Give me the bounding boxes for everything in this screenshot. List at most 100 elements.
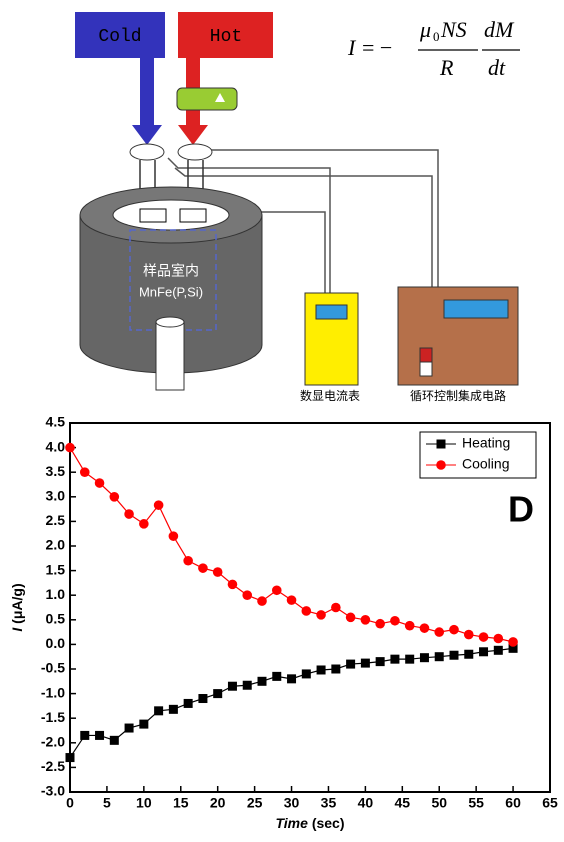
y-tick-label: -2.5: [41, 758, 65, 774]
x-axis-label-italic: Time: [275, 815, 308, 831]
marker: [479, 632, 489, 642]
marker: [198, 694, 207, 703]
marker: [376, 657, 385, 666]
marker: [66, 753, 75, 762]
y-tick-label: 3.5: [46, 463, 66, 479]
marker: [110, 736, 119, 745]
x-tick-label: 10: [136, 795, 152, 811]
x-tick-label: 50: [431, 795, 447, 811]
y-tick-label: 2.5: [46, 512, 66, 528]
x-tick-label: 60: [505, 795, 521, 811]
marker: [361, 615, 371, 625]
x-tick-label: 35: [321, 795, 337, 811]
y-tick-label: -2.0: [41, 734, 65, 750]
marker: [479, 647, 488, 656]
marker: [508, 637, 518, 647]
formula-dt: dt: [488, 55, 506, 80]
marker: [228, 682, 237, 691]
marker: [302, 606, 312, 616]
controller-switch: [420, 362, 432, 376]
x-tick-label: 40: [358, 795, 374, 811]
panel-label: D: [508, 489, 534, 530]
x-tick-label: 30: [284, 795, 300, 811]
cold-label: Cold: [98, 27, 141, 47]
legend-label: Heating: [462, 435, 510, 451]
meter-display: [316, 305, 347, 319]
marker: [434, 627, 444, 637]
hot-connector: [178, 144, 212, 160]
marker: [494, 646, 503, 655]
marker: [464, 630, 474, 640]
marker: [242, 590, 252, 600]
marker: [449, 625, 459, 635]
x-tick-label: 20: [210, 795, 226, 811]
marker: [198, 563, 208, 573]
marker: [450, 651, 459, 660]
formula-mu-sub: 0: [433, 29, 440, 44]
marker: [65, 443, 75, 453]
x-axis-label-unit: (sec): [312, 815, 345, 831]
marker: [346, 660, 355, 669]
diagram: Cold Hot I = − μ 0 NS R dM dt: [75, 12, 520, 403]
marker: [331, 603, 341, 613]
marker: [464, 650, 473, 659]
marker: [346, 613, 356, 623]
marker: [375, 619, 385, 629]
marker: [169, 705, 178, 714]
marker: [257, 596, 267, 606]
marker: [243, 681, 252, 690]
y-tick-label: 4.0: [46, 438, 66, 454]
y-tick-label: -1.0: [41, 684, 65, 700]
marker: [272, 585, 282, 595]
marker: [80, 731, 89, 740]
x-tick-label: 5: [103, 795, 111, 811]
marker: [435, 652, 444, 661]
marker: [228, 580, 238, 590]
marker: [317, 665, 326, 674]
bore: [113, 200, 229, 230]
marker: [110, 492, 120, 502]
marker: [124, 509, 134, 519]
marker: [95, 478, 105, 488]
x-tick-label: 45: [395, 795, 411, 811]
y-tick-label: -1.5: [41, 709, 65, 725]
marker: [258, 677, 267, 686]
marker: [316, 610, 326, 620]
y-tick-label: 1.0: [46, 586, 66, 602]
y-tick-label: -0.5: [41, 660, 65, 676]
marker: [272, 672, 281, 681]
marker: [302, 669, 311, 678]
formula: I = − μ 0 NS R dM dt: [347, 17, 520, 80]
marker: [169, 531, 179, 541]
marker: [420, 623, 430, 633]
marker: [139, 519, 149, 529]
marker: [184, 699, 193, 708]
y-axis-label-italic: I: [9, 627, 25, 632]
series-line: [70, 648, 513, 757]
formula-dm: dM: [484, 17, 515, 42]
y-tick-label: -3.0: [41, 783, 65, 799]
marker: [139, 720, 148, 729]
marker: [154, 500, 164, 510]
marker: [361, 659, 370, 668]
formula-ns: NS: [440, 17, 467, 42]
marker: [213, 689, 222, 698]
y-tick-label: 1.5: [46, 561, 66, 577]
heater: [177, 88, 237, 110]
formula-lhs: I: [347, 35, 357, 60]
y-tick-label: 2.0: [46, 537, 66, 553]
formula-mu: μ: [419, 17, 431, 42]
controller-switch: [420, 348, 432, 362]
y-axis-label: I (μA/g): [9, 583, 25, 631]
cold-pipe: [140, 58, 154, 128]
marker: [437, 440, 446, 449]
rod: [156, 322, 184, 390]
marker: [287, 595, 297, 605]
cold-sample: [140, 209, 166, 222]
hot-label: Hot: [210, 27, 242, 47]
cold-arrowhead: [132, 125, 162, 145]
marker: [331, 665, 340, 674]
sample-label: MnFe(P,Si): [139, 284, 203, 299]
y-axis-label-unit: (μA/g): [9, 583, 25, 623]
y-tick-label: 0.5: [46, 611, 66, 627]
